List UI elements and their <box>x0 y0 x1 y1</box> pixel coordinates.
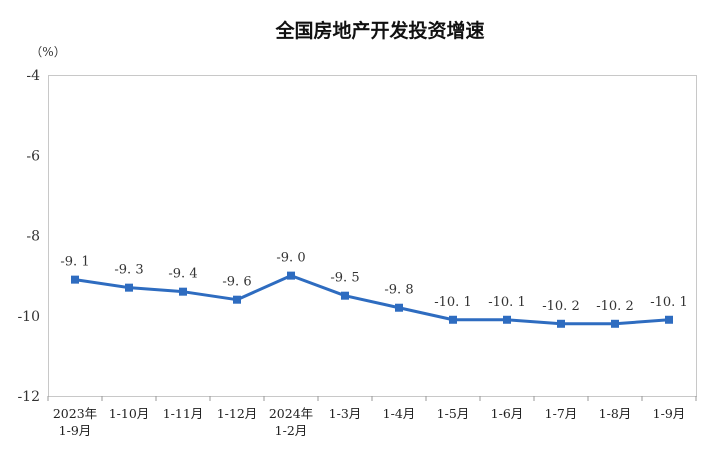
data-point-marker <box>341 291 349 300</box>
data-label: -9. 3 <box>114 263 143 278</box>
y-axis: -4 -6 -8 -10 -12 <box>17 68 40 405</box>
x-tick-label: 1-5月 <box>437 406 470 421</box>
data-label: -9. 8 <box>384 283 413 298</box>
data-label: -10. 2 <box>596 299 633 314</box>
x-tick-label: 1-9月 <box>653 406 686 421</box>
data-point-marker <box>503 315 511 324</box>
data-point-marker <box>557 319 565 328</box>
data-labels: -9. 1 -9. 3 -9. 4 -9. 6 -9. 0 -9. 5 -9. 8 -10. … <box>60 251 687 314</box>
data-point-marker <box>449 315 457 324</box>
x-tick-label: 1-11月 <box>163 406 204 421</box>
x-tick-label: 2024年 1-2月 <box>269 406 313 438</box>
plot-area-frame <box>48 75 697 397</box>
y-tick-label: -4 <box>26 68 40 84</box>
series-path <box>74 274 670 326</box>
y-tick-label: -12 <box>17 389 40 405</box>
series-line <box>71 271 673 328</box>
data-point-marker <box>233 295 241 304</box>
data-label: -9. 4 <box>168 267 197 282</box>
data-point-marker <box>179 287 187 296</box>
data-point-marker <box>125 283 133 292</box>
x-tick-label: 1-12月 <box>217 406 258 421</box>
y-tick-label: -8 <box>26 229 40 245</box>
data-label: -9. 0 <box>276 251 305 266</box>
y-axis-unit: （%） <box>30 45 65 59</box>
x-tick-label: 1-3月 <box>329 406 362 421</box>
x-tick-label: 1-10月 <box>109 406 150 421</box>
data-point-marker <box>665 315 673 324</box>
data-point-marker <box>287 271 295 280</box>
data-label: -10. 1 <box>488 295 525 310</box>
data-label: -10. 2 <box>542 299 579 314</box>
data-point-marker <box>71 275 79 284</box>
y-tick-label: -10 <box>17 309 40 325</box>
x-tick-label: 1-6月 <box>491 406 524 421</box>
x-tick-label: 2023年 1-9月 <box>53 406 97 438</box>
data-point-marker <box>611 319 619 328</box>
y-tick-label: -6 <box>26 148 40 164</box>
data-label: -10. 1 <box>650 295 687 310</box>
data-label: -9. 6 <box>222 275 251 290</box>
data-point-marker <box>395 303 403 312</box>
x-tick-label: 1-8月 <box>599 406 632 421</box>
x-tick-label: 1-7月 <box>545 406 578 421</box>
x-tick-label: 1-4月 <box>383 406 416 421</box>
data-label: -9. 5 <box>330 271 359 286</box>
data-label: -10. 1 <box>434 295 471 310</box>
x-axis: 2023年 1-9月 1-10月 1-11月 1-12月 2024年 1-2月 1-3月 1-4… <box>47 396 697 438</box>
chart-title: 全国房地产开发投资增速 <box>274 19 484 42</box>
data-label: -9. 1 <box>60 255 89 270</box>
